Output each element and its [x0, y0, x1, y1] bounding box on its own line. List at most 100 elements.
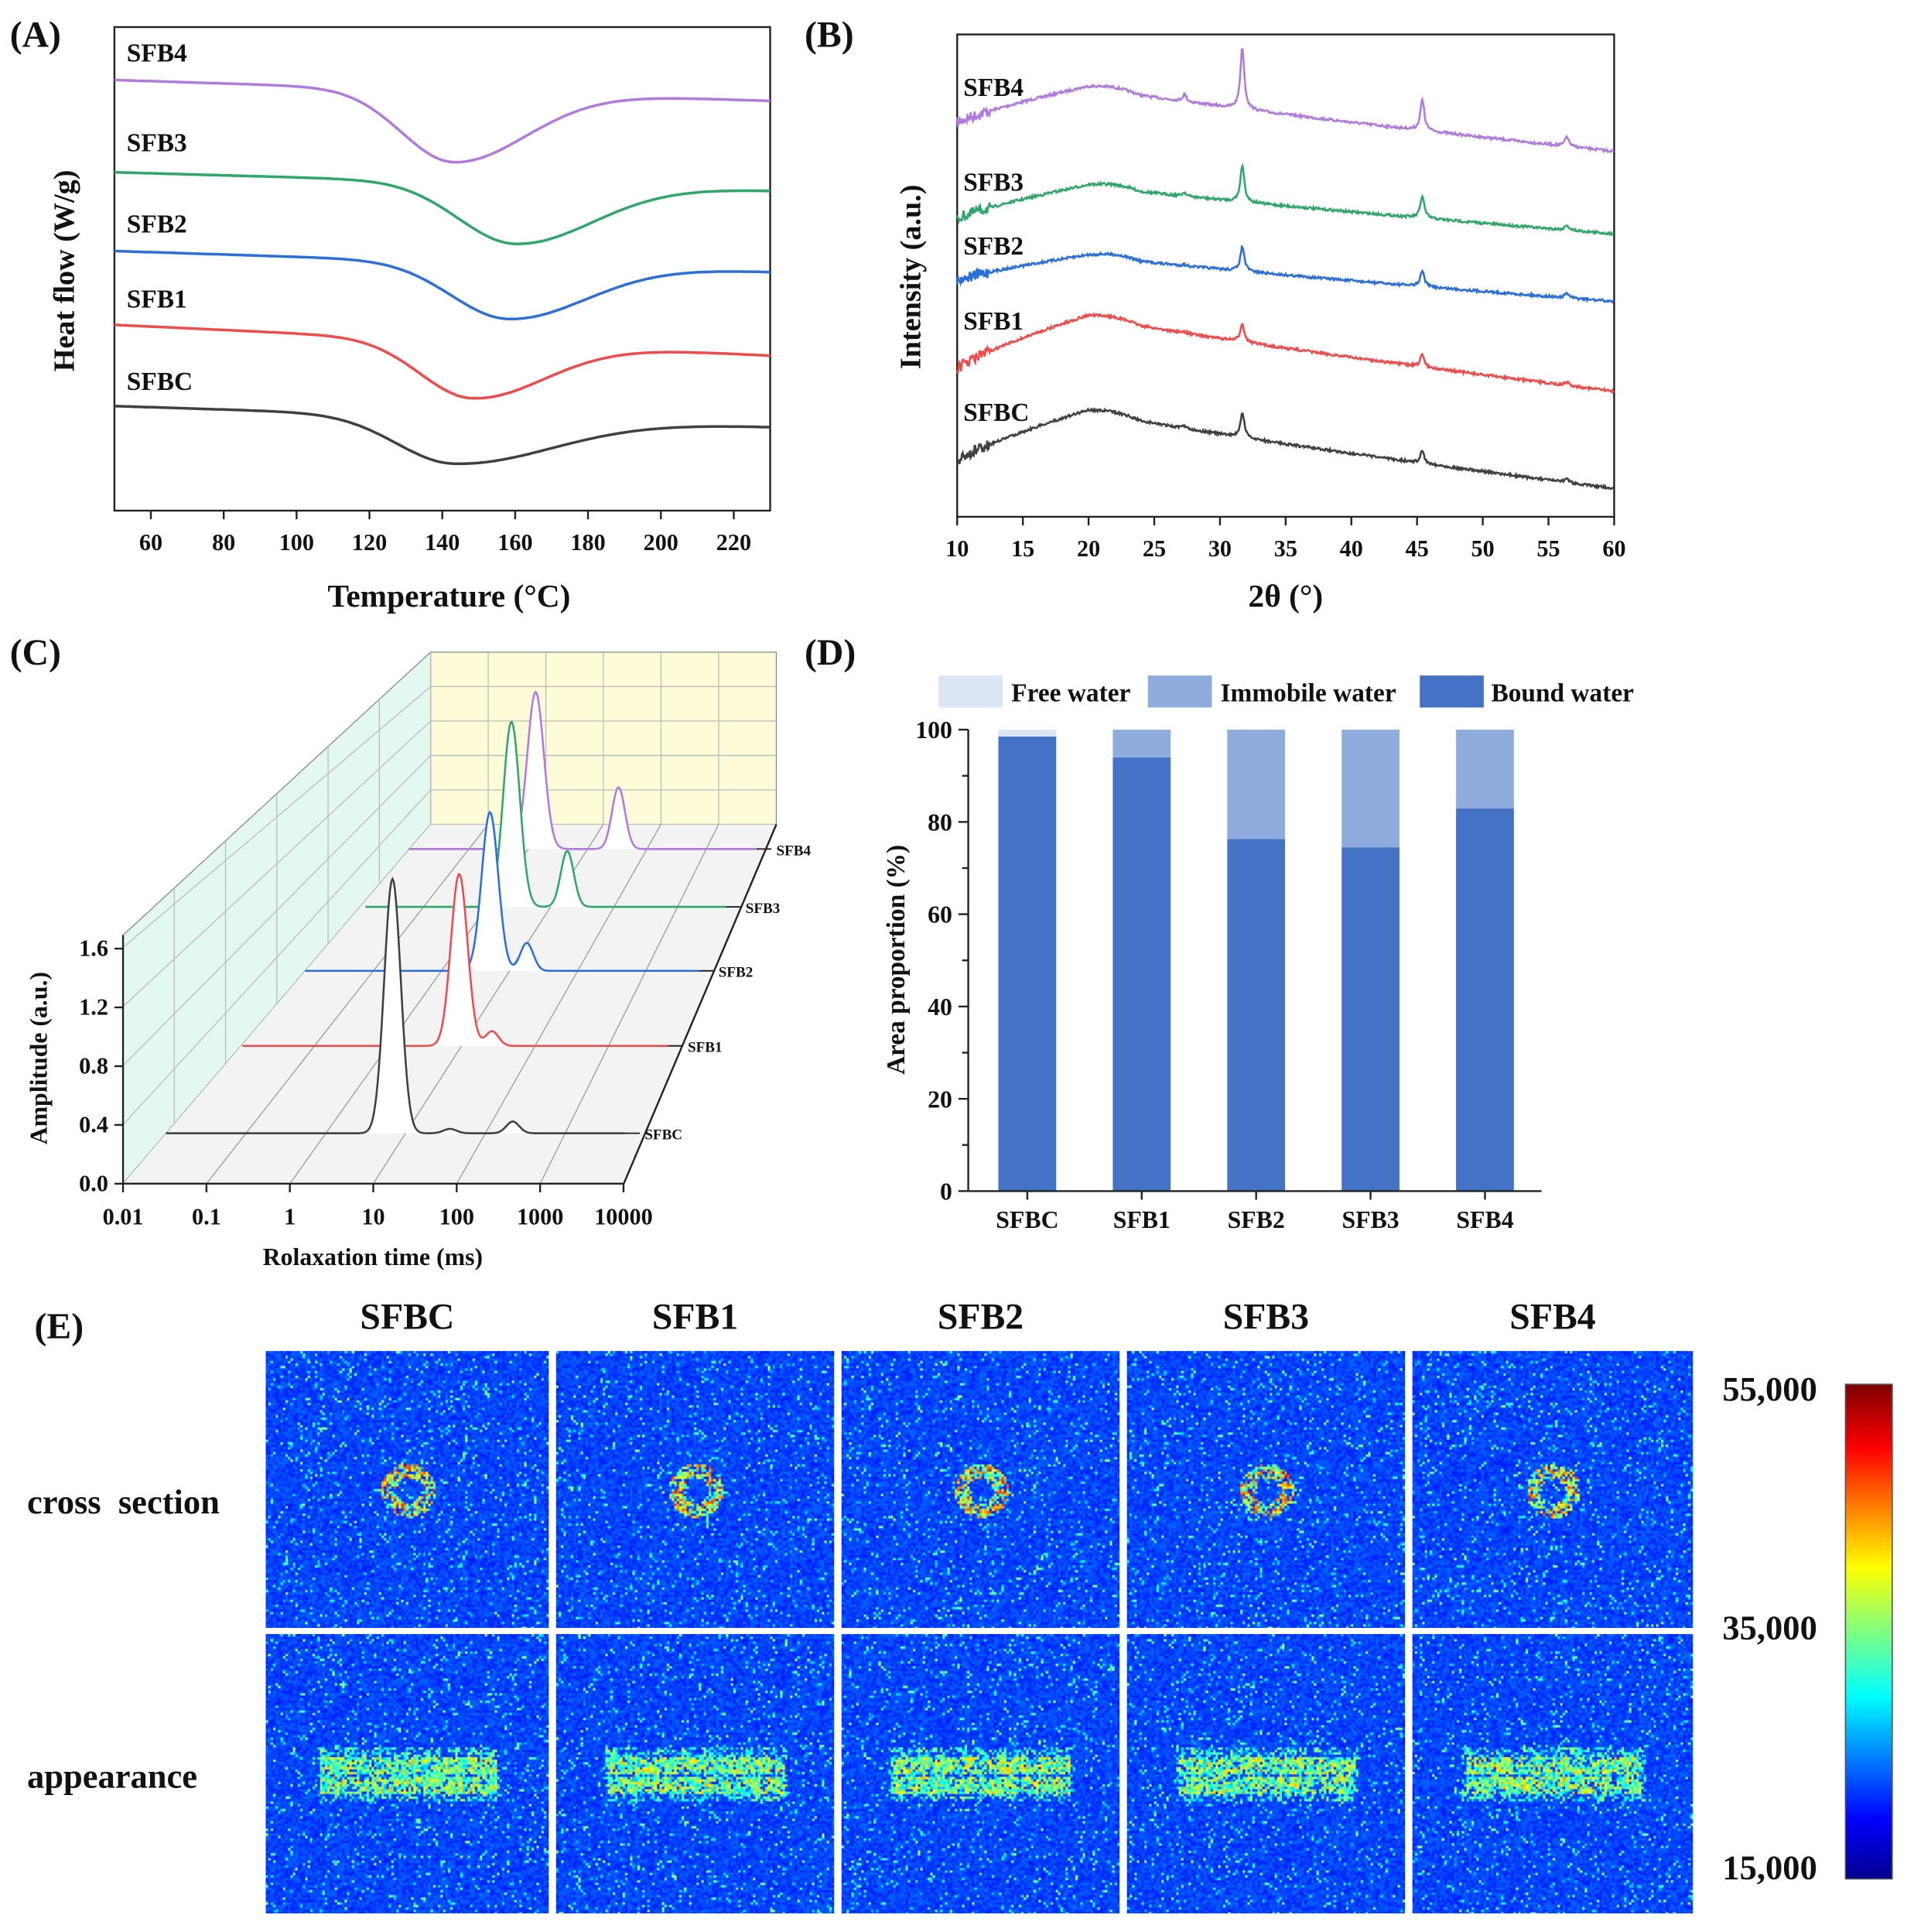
series-line-sfb4: [408, 690, 757, 850]
x-tick-label: 10000: [594, 1203, 653, 1229]
x-tick-label: 1000: [517, 1203, 563, 1229]
column-header-sfb2: SFB2: [938, 1297, 1024, 1338]
bar-sfb2-bound: [1227, 839, 1286, 1192]
panel-a-dsc: 60 80 100 120 140 160 180 200 220 SFB4 SFB3 SFB2 SFB…: [113, 26, 771, 556]
series-line-sfb2: [305, 810, 699, 973]
x-tick-label: 180: [570, 529, 605, 556]
mri-image-sfb3-appearance: [1126, 1633, 1406, 1913]
series-line-sfb2: [114, 249, 771, 320]
series-label-sfb3: SFB3: [746, 901, 781, 917]
series-line-sfbc: [956, 407, 1615, 491]
legend-swatch-1: [1147, 675, 1212, 708]
x-tick-label: 100: [279, 529, 314, 556]
x-tick-label: 80: [212, 529, 235, 556]
series-line-sfb4: [955, 48, 1615, 154]
x-tick-label: 60: [139, 529, 162, 556]
x-tick-label: 35: [1274, 535, 1297, 562]
mri-image-sfb2-cross-section: [841, 1351, 1120, 1628]
a-x-axis-label: Temperature (°C): [328, 578, 571, 614]
d-y-axis-label: Area proportion (%): [882, 845, 911, 1075]
x-tick-label: 10: [945, 535, 969, 562]
x-tick-label: 15: [1011, 535, 1034, 562]
y-tick-label: 0.8: [79, 1053, 108, 1079]
y-tick-label: 0.0: [79, 1170, 108, 1196]
x-tick-label: SFB1: [1113, 1206, 1171, 1233]
y-tick-label: 60: [928, 901, 952, 928]
x-tick-label: 60: [1602, 535, 1625, 562]
series-label-sfb1: SFB1: [127, 286, 187, 314]
series-line-sfb3: [114, 170, 771, 245]
x-tick-label: 45: [1406, 535, 1429, 562]
series-line-sfbc: [114, 405, 771, 466]
x-tick-label: 20: [1077, 535, 1100, 562]
x-tick-label: SFB2: [1228, 1206, 1285, 1233]
mri-image-sfb1-cross-section: [555, 1351, 835, 1628]
series-label-sfb2: SFB2: [719, 965, 754, 981]
series-line-sfbc: [166, 876, 625, 1134]
series-fill-sfbc: [166, 879, 625, 1134]
series-label-sfb1: SFB1: [963, 307, 1024, 336]
column-header-sfb1: SFB1: [652, 1297, 738, 1338]
series-line-sfb2: [955, 244, 1615, 304]
series-label-sfbc: SFBC: [127, 368, 193, 396]
colorbar-max-label: 55,000: [1722, 1369, 1816, 1408]
series-label-sfb4: SFB4: [963, 74, 1024, 102]
bar-sfbc-free: [998, 730, 1057, 737]
mri-image-sfb1-appearance: [555, 1633, 835, 1913]
grid-line: [539, 824, 719, 1185]
x-tick-label: 1: [284, 1203, 296, 1229]
mri-image-sfb3-cross-section: [1126, 1351, 1406, 1628]
x-tick-label: SFBC: [996, 1206, 1058, 1233]
grid-line: [206, 824, 489, 1185]
colorbar-min-label: 15,000: [1722, 1848, 1816, 1886]
x-tick-label: 100: [439, 1203, 474, 1229]
x-tick-label: 120: [352, 529, 387, 556]
panel-label-c: (C): [10, 632, 61, 673]
y-tick-label: 20: [928, 1086, 952, 1113]
column-header-sfb3: SFB3: [1223, 1297, 1309, 1338]
series-fill-sfb2: [305, 812, 699, 971]
legend-label: Immobile water: [1221, 679, 1396, 707]
x-tick-label: SFB4: [1456, 1206, 1513, 1233]
series-line-sfb1: [956, 312, 1615, 395]
series-line-sfb1: [114, 323, 771, 400]
a-y-axis-label: Heat flow (W/g): [48, 170, 80, 372]
bar-sfb4-bound: [1456, 809, 1514, 1192]
series-label-sfb3: SFB3: [127, 129, 187, 158]
panel-c-lf-nmr: 0.01 0.1 1 10 100 1000 10000 0.0 0.4 0.8 1.2 1.6 SFB…: [79, 651, 811, 1229]
panel-label-a: (A): [10, 14, 61, 55]
series-label-sfb2: SFB2: [963, 232, 1024, 261]
mri-image-sfbc-cross-section: [265, 1351, 549, 1628]
x-tick-label: 30: [1208, 535, 1232, 562]
bar-sfb1-bound: [1112, 757, 1171, 1192]
series-line-sfb4: [114, 78, 771, 164]
b-x-axis-label: 2θ (°): [1249, 578, 1324, 614]
c-x-axis-label: Rolaxation time (ms): [263, 1243, 483, 1270]
x-tick-label: 220: [716, 529, 751, 556]
mri-image-sfb2-appearance: [841, 1633, 1120, 1913]
column-header-sfbc: SFBC: [360, 1297, 454, 1338]
x-tick-label: 25: [1143, 535, 1166, 562]
panel-e-mri: SFBC SFB1 SFB2 SFB3 SFB4 55,000 35,000 15,000: [360, 1297, 1893, 1886]
grid-line: [456, 824, 661, 1185]
y-tick-label: 40: [928, 993, 952, 1021]
legend-swatch-0: [938, 675, 1003, 708]
panel-label-e: (E): [35, 1306, 84, 1347]
bar-sfb3-immobile: [1341, 730, 1399, 848]
column-header-sfb4: SFB4: [1509, 1297, 1595, 1338]
c-y-axis-label: Amplitude (a.u.): [25, 972, 52, 1144]
colorbar: [1844, 1383, 1893, 1880]
x-tick-label: 0.01: [103, 1203, 144, 1229]
legend-swatch-2: [1420, 675, 1484, 708]
x-tick-label: 0.1: [192, 1203, 221, 1229]
series-label-sfb2: SFB2: [127, 210, 187, 239]
panel-label-d: (D): [805, 632, 856, 673]
bar-sfb1-immobile: [1112, 730, 1171, 757]
x-tick-label: 140: [425, 529, 460, 556]
row-label-cross-section: cross section: [27, 1482, 220, 1521]
bar-sfb4-immobile: [1456, 730, 1514, 809]
mri-image-sfb4-appearance: [1412, 1633, 1693, 1913]
y-tick-label: 100: [915, 716, 952, 744]
